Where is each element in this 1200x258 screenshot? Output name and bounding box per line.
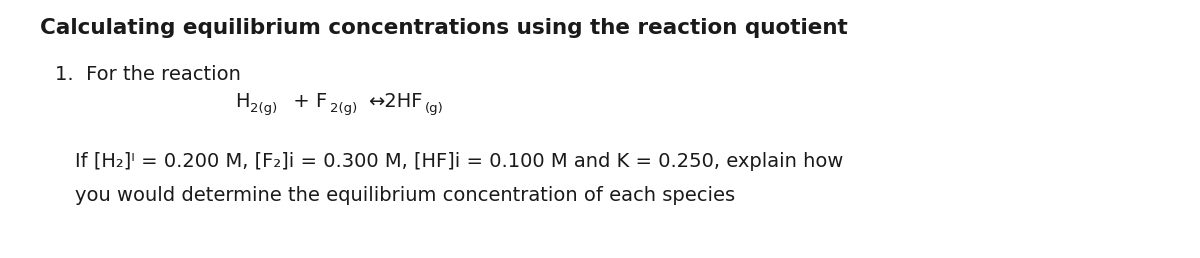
Text: +: + — [287, 92, 316, 111]
Text: you would determine the equilibrium concentration of each species: you would determine the equilibrium conc… — [74, 186, 736, 205]
Text: Calculating equilibrium concentrations using the reaction quotient: Calculating equilibrium concentrations u… — [40, 18, 847, 38]
Text: If [H₂]ᴵ = 0.200 M, [F₂]i = 0.300 M, [HF]i = 0.100 M and K = 0.250, explain how: If [H₂]ᴵ = 0.200 M, [F₂]i = 0.300 M, [HF… — [74, 152, 844, 171]
Text: 2(g): 2(g) — [250, 102, 277, 115]
Text: 2(g): 2(g) — [330, 102, 358, 115]
Text: (g): (g) — [425, 102, 444, 115]
Text: 1.  For the reaction: 1. For the reaction — [55, 65, 241, 84]
Text: ↔2HF: ↔2HF — [368, 92, 422, 111]
Text: F: F — [314, 92, 326, 111]
Text: H: H — [235, 92, 250, 111]
